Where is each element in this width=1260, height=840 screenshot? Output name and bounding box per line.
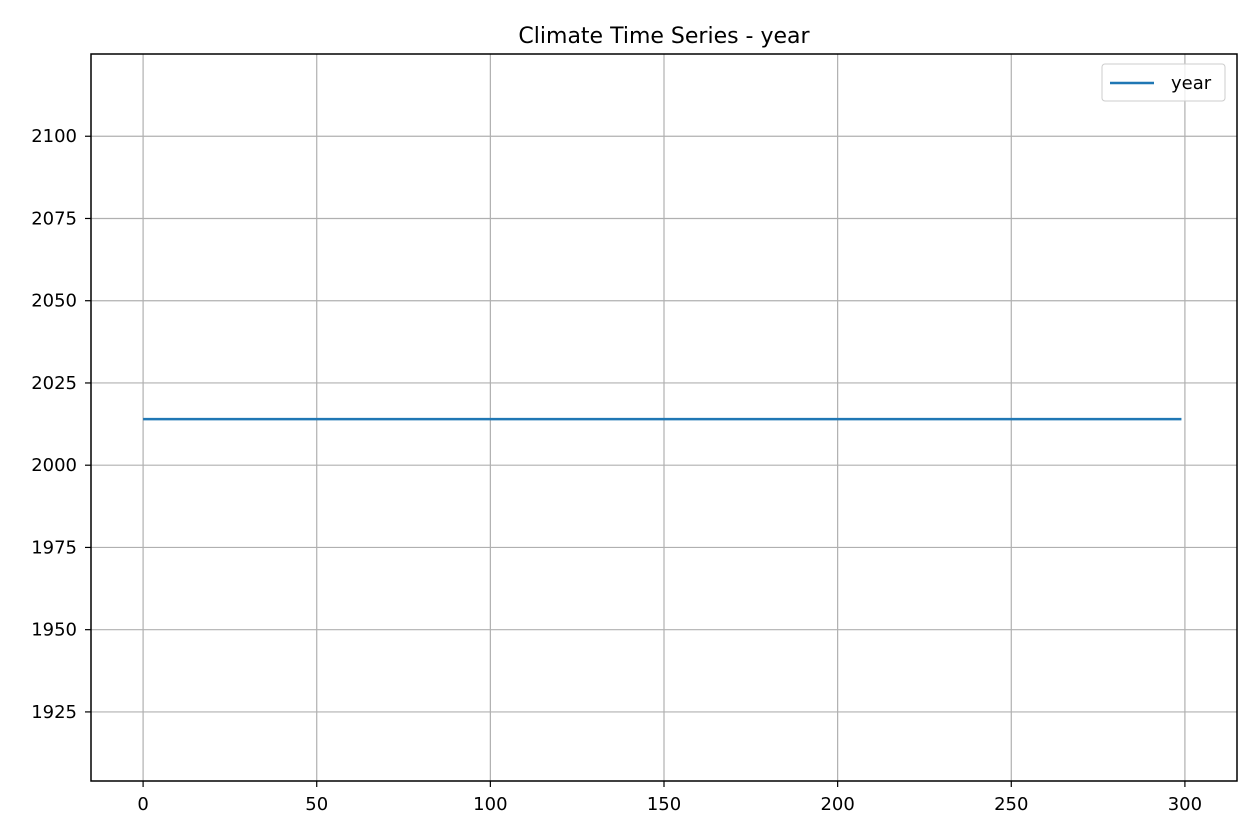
y-tick-label: 2050 [31,291,77,312]
x-tick-label: 250 [994,794,1028,815]
y-tick-label: 2100 [31,126,77,147]
x-tick-label: 0 [137,794,148,815]
y-tick-label: 2000 [31,455,77,476]
x-tick-label: 50 [305,794,328,815]
y-tick-label: 1950 [31,620,77,641]
y-tick-label: 1925 [31,702,77,723]
x-axis-ticks: 0 50 100 150 200 250 300 [137,781,1202,815]
y-tick-label: 2075 [31,208,77,229]
legend-box [1101,63,1226,102]
x-tick-label: 100 [473,794,507,815]
x-tick-label: 300 [1168,794,1202,815]
x-tick-label: 200 [820,794,854,815]
grid-lines [91,54,1237,781]
y-axis-ticks: 1925 1950 1975 2000 2025 2050 2075 2100 [31,126,91,723]
legend: year [1101,63,1226,102]
legend-label-year: year [1171,73,1212,94]
y-tick-label: 1975 [31,537,77,558]
x-tick-label: 150 [647,794,681,815]
y-tick-label: 2025 [31,373,77,394]
chart-title: Climate Time Series - year [518,24,810,49]
